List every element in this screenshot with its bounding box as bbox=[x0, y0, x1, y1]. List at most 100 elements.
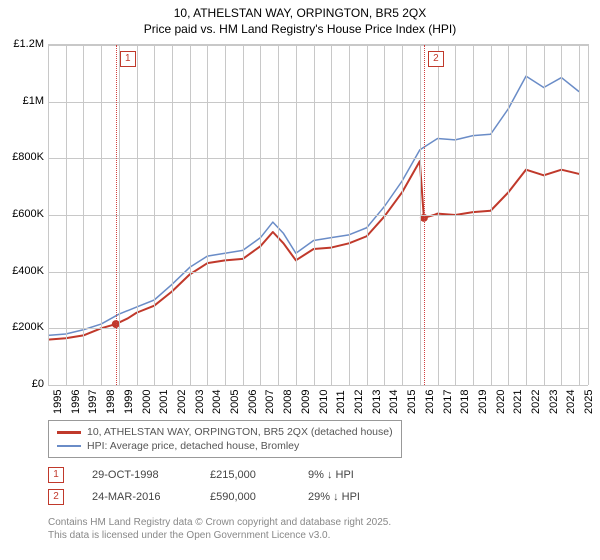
x-axis-tick-label: 2019 bbox=[477, 402, 489, 414]
gridline-horizontal bbox=[48, 45, 588, 46]
footer-line1: Contains HM Land Registry data © Crown c… bbox=[48, 516, 391, 529]
x-axis-tick-label: 1997 bbox=[87, 402, 99, 414]
legend-swatch bbox=[57, 431, 81, 434]
x-axis-tick-label: 1999 bbox=[123, 402, 135, 414]
sale-price: £215,000 bbox=[210, 469, 280, 481]
gridline-vertical bbox=[455, 45, 456, 385]
sale-marker-label: 2 bbox=[428, 51, 444, 67]
sale-hpi-diff: 9% ↓ HPI bbox=[308, 469, 398, 481]
x-axis-tick-label: 2010 bbox=[318, 402, 330, 414]
y-axis-tick-label: £200K bbox=[4, 321, 44, 333]
gridline-vertical bbox=[190, 45, 191, 385]
sale-marker-badge: 2 bbox=[48, 489, 64, 505]
y-axis-tick-label: £800K bbox=[4, 151, 44, 163]
x-axis-tick-label: 2020 bbox=[495, 402, 507, 414]
sale-marker-line bbox=[424, 45, 425, 385]
sale-marker-line bbox=[116, 45, 117, 385]
y-axis-tick-label: £400K bbox=[4, 265, 44, 277]
sale-hpi-diff: 29% ↓ HPI bbox=[308, 491, 398, 503]
sale-date: 24-MAR-2016 bbox=[92, 491, 182, 503]
gridline-vertical bbox=[314, 45, 315, 385]
chart-container: 10, ATHELSTAN WAY, ORPINGTON, BR5 2QX Pr… bbox=[0, 0, 600, 560]
gridline-horizontal bbox=[48, 272, 588, 273]
x-axis-tick-label: 2002 bbox=[176, 402, 188, 414]
x-axis-tick-label: 2012 bbox=[353, 402, 365, 414]
sale-price: £590,000 bbox=[210, 491, 280, 503]
gridline-vertical bbox=[367, 45, 368, 385]
gridline-vertical bbox=[331, 45, 332, 385]
x-axis-tick-label: 2008 bbox=[282, 402, 294, 414]
gridline-vertical bbox=[349, 45, 350, 385]
y-axis-tick-label: £600K bbox=[4, 208, 44, 220]
gridline-vertical bbox=[420, 45, 421, 385]
gridline-horizontal bbox=[48, 385, 588, 386]
x-axis-tick-label: 2003 bbox=[194, 402, 206, 414]
x-axis-tick-label: 2021 bbox=[512, 402, 524, 414]
sale-marker-label: 1 bbox=[120, 51, 136, 67]
x-axis-tick-label: 1998 bbox=[105, 402, 117, 414]
gridline-vertical bbox=[491, 45, 492, 385]
title-block: 10, ATHELSTAN WAY, ORPINGTON, BR5 2QX Pr… bbox=[0, 0, 600, 37]
x-axis-tick-label: 1995 bbox=[52, 402, 64, 414]
x-axis-tick-label: 2016 bbox=[424, 402, 436, 414]
x-axis-tick-label: 2013 bbox=[371, 402, 383, 414]
x-axis-tick-label: 2006 bbox=[247, 402, 259, 414]
sales-table: 1 29-OCT-1998 £215,000 9% ↓ HPI 2 24-MAR… bbox=[48, 464, 398, 508]
gridline-vertical bbox=[225, 45, 226, 385]
gridline-horizontal bbox=[48, 328, 588, 329]
legend-swatch bbox=[57, 445, 81, 447]
title-line2: Price paid vs. HM Land Registry's House … bbox=[0, 22, 600, 38]
x-axis-tick-label: 2015 bbox=[406, 402, 418, 414]
x-axis-tick-label: 2023 bbox=[548, 402, 560, 414]
x-axis-tick-label: 2007 bbox=[264, 402, 276, 414]
gridline-vertical bbox=[296, 45, 297, 385]
x-axis-tick-label: 2024 bbox=[565, 402, 577, 414]
x-axis-tick-label: 2000 bbox=[141, 402, 153, 414]
gridline-vertical bbox=[473, 45, 474, 385]
sales-row: 1 29-OCT-1998 £215,000 9% ↓ HPI bbox=[48, 464, 398, 486]
gridline-horizontal bbox=[48, 102, 588, 103]
gridline-vertical bbox=[579, 45, 580, 385]
legend-box: 10, ATHELSTAN WAY, ORPINGTON, BR5 2QX (d… bbox=[48, 420, 402, 458]
y-axis-tick-label: £1.2M bbox=[4, 38, 44, 50]
gridline-vertical bbox=[66, 45, 67, 385]
gridline-vertical bbox=[561, 45, 562, 385]
x-axis-tick-label: 2025 bbox=[583, 402, 595, 414]
plot-area: 12 bbox=[48, 44, 589, 385]
gridline-vertical bbox=[384, 45, 385, 385]
footer-line2: This data is licensed under the Open Gov… bbox=[48, 529, 391, 542]
gridline-vertical bbox=[260, 45, 261, 385]
legend-label: 10, ATHELSTAN WAY, ORPINGTON, BR5 2QX (d… bbox=[87, 426, 393, 438]
gridline-vertical bbox=[83, 45, 84, 385]
sale-marker-badge: 1 bbox=[48, 467, 64, 483]
legend-row: 10, ATHELSTAN WAY, ORPINGTON, BR5 2QX (d… bbox=[57, 425, 393, 439]
gridline-vertical bbox=[154, 45, 155, 385]
gridline-vertical bbox=[278, 45, 279, 385]
x-axis-tick-label: 1996 bbox=[70, 402, 82, 414]
gridline-vertical bbox=[526, 45, 527, 385]
gridline-vertical bbox=[48, 45, 49, 385]
x-axis-tick-label: 2009 bbox=[300, 402, 312, 414]
gridline-vertical bbox=[101, 45, 102, 385]
x-axis-tick-label: 2017 bbox=[442, 402, 454, 414]
gridline-vertical bbox=[508, 45, 509, 385]
y-axis-tick-label: £0 bbox=[4, 378, 44, 390]
gridline-vertical bbox=[243, 45, 244, 385]
footer-attribution: Contains HM Land Registry data © Crown c… bbox=[48, 516, 391, 542]
sales-row: 2 24-MAR-2016 £590,000 29% ↓ HPI bbox=[48, 486, 398, 508]
x-axis-tick-label: 2011 bbox=[335, 402, 347, 414]
x-axis-tick-label: 2022 bbox=[530, 402, 542, 414]
sale-date: 29-OCT-1998 bbox=[92, 469, 182, 481]
gridline-vertical bbox=[402, 45, 403, 385]
x-axis-tick-label: 2004 bbox=[211, 402, 223, 414]
gridline-horizontal bbox=[48, 215, 588, 216]
x-axis-tick-label: 2014 bbox=[388, 402, 400, 414]
gridline-horizontal bbox=[48, 158, 588, 159]
legend-label: HPI: Average price, detached house, Brom… bbox=[87, 440, 299, 452]
x-axis-tick-label: 2018 bbox=[459, 402, 471, 414]
gridline-vertical bbox=[119, 45, 120, 385]
gridline-vertical bbox=[207, 45, 208, 385]
x-axis-tick-label: 2005 bbox=[229, 402, 241, 414]
gridline-vertical bbox=[137, 45, 138, 385]
x-axis-tick-label: 2001 bbox=[158, 402, 170, 414]
